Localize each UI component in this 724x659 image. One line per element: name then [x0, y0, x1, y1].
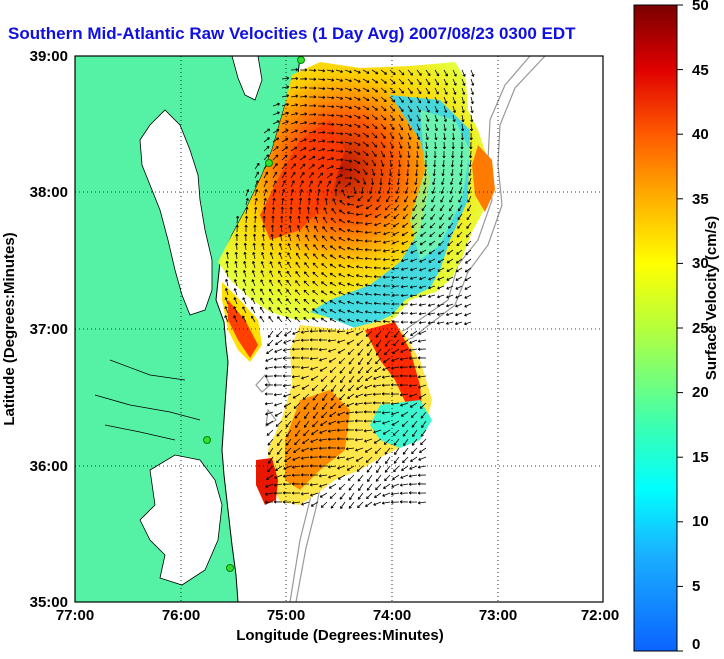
colorbar-tick-label: 35 — [692, 191, 709, 208]
vector-arrows — [224, 68, 475, 509]
y-tick-label: 37:00 — [30, 321, 68, 338]
plot-frame — [74, 55, 604, 603]
x-tick-labels: 77:00 76:00 75:00 74:00 73:00 72:00 — [56, 607, 619, 624]
colorbar-tick-label: 45 — [692, 62, 709, 79]
x-tick-label: 75:00 — [267, 607, 305, 624]
hf-radar-station — [226, 564, 234, 572]
colorbar-ticks — [677, 4, 683, 652]
x-tick-label: 77:00 — [56, 607, 94, 624]
chesapeake-bay — [139, 109, 213, 316]
colorbar-gradient — [633, 4, 678, 652]
grid-lines — [75, 56, 603, 602]
colorbar-tick-label: 0 — [692, 636, 700, 653]
velocity-field — [218, 62, 495, 505]
hf-radar-station — [297, 56, 305, 64]
shoal-contour — [255, 373, 277, 428]
map-title: Southern Mid-Atlantic Raw Velocities (1 … — [8, 24, 576, 43]
colorbar-tick-label: 50 — [692, 0, 709, 14]
x-tick-label: 74:00 — [373, 607, 411, 624]
hf-radar-station — [203, 436, 211, 444]
x-tick-label: 72:00 — [581, 607, 619, 624]
y-tick-label: 35:00 — [30, 594, 68, 611]
colorbar-tick-label: 10 — [692, 513, 709, 530]
colorbar-tick-label: 30 — [692, 255, 709, 272]
y-tick-labels: 39:00 38:00 37:00 36:00 35:00 — [30, 48, 68, 611]
colorbar: 50 45 40 35 30 25 20 15 10 5 0 Surface V… — [633, 0, 720, 653]
y-axis-label: Latitude (Degrees:Minutes) — [1, 232, 18, 425]
y-tick-label: 36:00 — [30, 458, 68, 475]
delaware-bay — [231, 56, 263, 101]
x-axis-label: Longitude (Degrees:Minutes) — [236, 627, 444, 644]
colorbar-tick-label: 15 — [692, 449, 709, 466]
x-tick-label: 76:00 — [162, 607, 200, 624]
colorbar-tick-label: 25 — [692, 320, 709, 337]
y-tick-label: 39:00 — [30, 48, 68, 65]
hf-radar-station — [265, 159, 273, 167]
colorbar-tick-label: 20 — [692, 384, 709, 401]
colorbar-label: Surface Velocity (cm/s) — [703, 216, 720, 380]
colorbar-tick-label: 5 — [692, 578, 700, 595]
y-tick-label: 38:00 — [30, 184, 68, 201]
colorbar-tick-label: 40 — [692, 126, 709, 143]
river-inlet — [94, 359, 201, 441]
velocity-vectors — [224, 68, 475, 509]
x-tick-label: 73:00 — [479, 607, 517, 624]
